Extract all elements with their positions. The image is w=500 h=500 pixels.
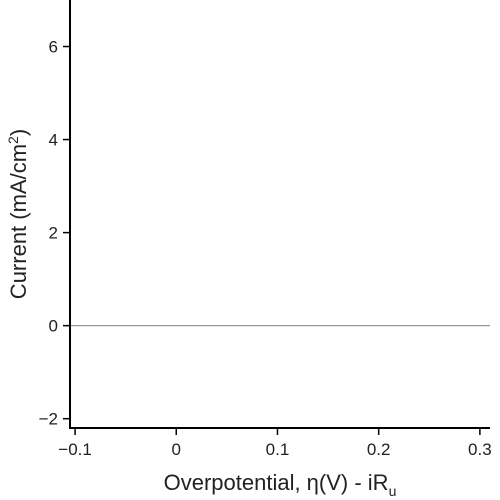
x-tick-label: 0.3 [468,440,492,459]
x-tick-label: 0 [172,440,181,459]
y-tick-label: 4 [49,131,58,150]
y-tick-label: 6 [49,38,58,57]
y-axis-title: Current (mA/cm2) [5,129,31,299]
x-axis-title-main: Overpotential, η(V) - iR [164,470,389,495]
y-tick-label: 0 [49,317,58,336]
x-axis-title-subscript: u [389,483,397,499]
x-tick-label: 0.2 [367,440,391,459]
x-axis-ticks: −0.1 0 0.1 0.2 0.3 [58,428,492,459]
y-axis-title-main: Current (mA/cm [6,144,31,299]
y-axis-title-superscript: 2 [5,136,21,144]
y-tick-label: −2 [39,410,58,429]
x-tick-label: −0.1 [58,440,92,459]
x-tick-label: 0.1 [266,440,290,459]
y-tick-label: 2 [49,224,58,243]
y-axis-title-close: ) [6,129,31,136]
x-axis-title: Overpotential, η(V) - iRu [164,470,397,499]
y-axis-ticks: −2 0 2 4 6 [39,38,70,429]
